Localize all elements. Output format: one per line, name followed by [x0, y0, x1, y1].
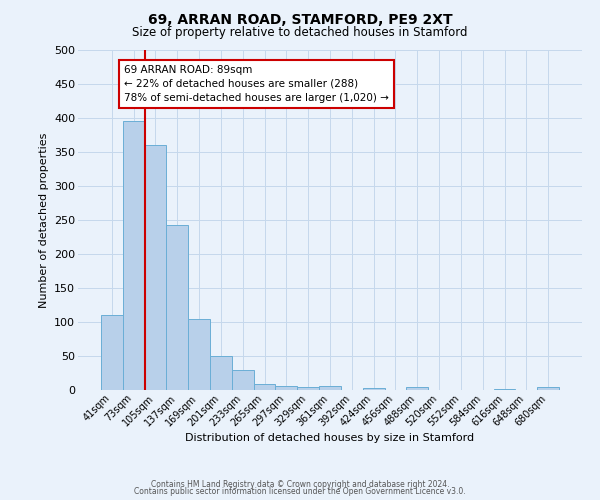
- Bar: [363, 388, 385, 390]
- Text: 69, ARRAN ROAD, STAMFORD, PE9 2XT: 69, ARRAN ROAD, STAMFORD, PE9 2XT: [148, 12, 452, 26]
- Bar: [145, 145, 166, 390]
- Bar: [166, 226, 188, 390]
- Bar: [406, 388, 428, 390]
- Bar: [494, 388, 515, 390]
- Bar: [275, 386, 297, 390]
- Text: 69 ARRAN ROAD: 89sqm
← 22% of detached houses are smaller (288)
78% of semi-deta: 69 ARRAN ROAD: 89sqm ← 22% of detached h…: [124, 65, 389, 103]
- Bar: [210, 356, 232, 390]
- Bar: [188, 318, 210, 390]
- X-axis label: Distribution of detached houses by size in Stamford: Distribution of detached houses by size …: [185, 434, 475, 444]
- Bar: [123, 122, 145, 390]
- Text: Size of property relative to detached houses in Stamford: Size of property relative to detached ho…: [132, 26, 468, 39]
- Text: Contains public sector information licensed under the Open Government Licence v3: Contains public sector information licen…: [134, 488, 466, 496]
- Bar: [297, 388, 319, 390]
- Bar: [232, 370, 254, 390]
- Bar: [101, 315, 123, 390]
- Bar: [537, 388, 559, 390]
- Bar: [319, 386, 341, 390]
- Text: Contains HM Land Registry data © Crown copyright and database right 2024.: Contains HM Land Registry data © Crown c…: [151, 480, 449, 489]
- Bar: [254, 384, 275, 390]
- Y-axis label: Number of detached properties: Number of detached properties: [38, 132, 49, 308]
